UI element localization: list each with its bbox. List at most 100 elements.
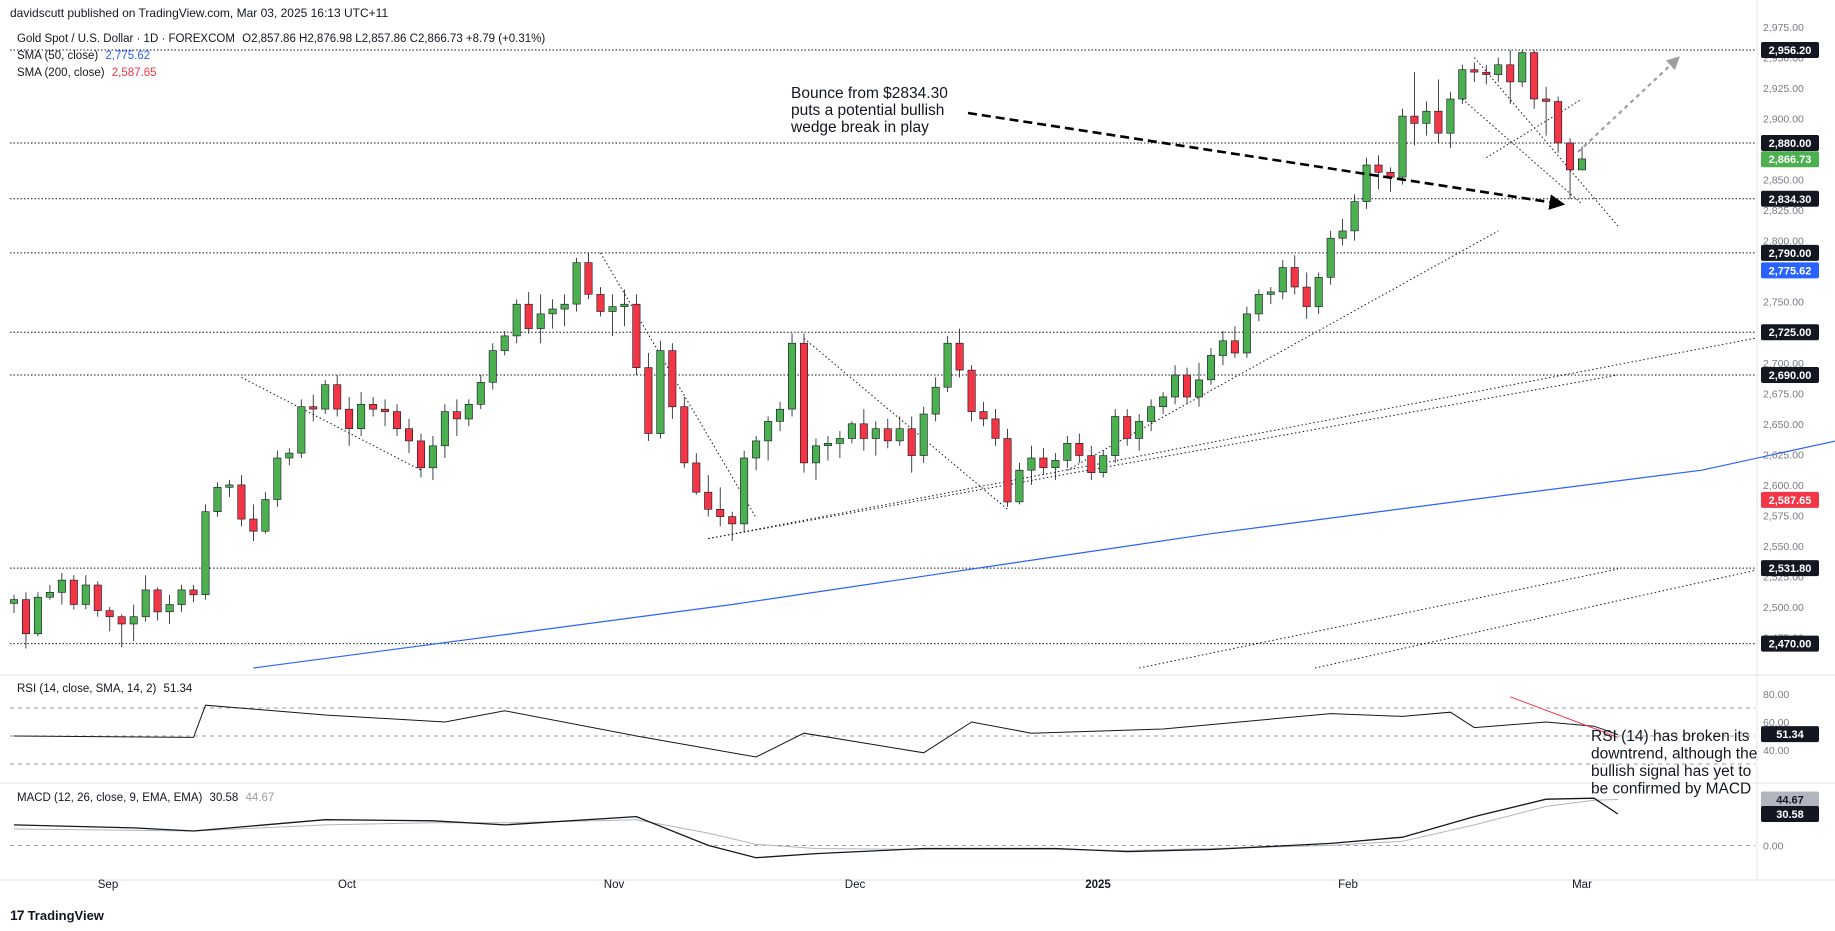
candle-up <box>752 440 761 459</box>
candle-down <box>1530 52 1539 100</box>
rsi-value-badge <box>1761 726 1819 743</box>
price-label-text: 2,725.00 <box>1769 327 1812 339</box>
tradingview-icon: 17 <box>10 907 25 923</box>
candle-up <box>1147 406 1156 422</box>
candle-up <box>1362 164 1371 202</box>
time-tick-label: Mar <box>1572 879 1592 891</box>
candle-up <box>1218 340 1227 356</box>
candle-up <box>225 484 234 488</box>
price-label-badge <box>1761 262 1819 279</box>
rsi-annotation-line: be confirmed by MACD <box>1591 781 1751 798</box>
candle-up <box>1015 469 1024 503</box>
macd-value: 30.58 <box>209 792 239 804</box>
trendline <box>1139 568 1619 669</box>
sma200-legend[interactable]: SMA (200, close) 2,587.65 <box>17 67 157 79</box>
candle-down <box>692 462 701 493</box>
price-label-text: 2,834.30 <box>1769 194 1812 206</box>
candle-down <box>632 303 641 369</box>
candle-up <box>608 306 617 312</box>
tradingview-logo[interactable]: 17 TradingView <box>10 907 104 923</box>
candle-down <box>991 418 1000 439</box>
candle-up <box>165 604 174 613</box>
candle-down <box>524 303 533 329</box>
candle-down <box>416 440 425 469</box>
candle-up <box>811 445 820 464</box>
time-tick-label: Feb <box>1338 879 1358 891</box>
price-tick-label: 2,800.00 <box>1763 236 1804 248</box>
candle-up <box>775 408 784 422</box>
price-label-text: 2,690.00 <box>1769 370 1812 382</box>
candle-up <box>440 411 449 447</box>
candle-up <box>847 423 856 439</box>
candle-up <box>129 616 138 625</box>
macd-value-badge-text: 30.58 <box>1776 809 1804 821</box>
trendline-support-lower <box>1314 569 1756 669</box>
macd-legend[interactable]: MACD (12, 26, close, 9, EMA, EMA) 30.58 … <box>17 792 274 804</box>
price-label-text: 2,587.65 <box>1769 495 1812 507</box>
price-tick-label: 2,650.00 <box>1763 419 1804 431</box>
price-label-badge <box>1761 41 1819 58</box>
candle-up <box>428 445 437 469</box>
candle-up <box>1446 98 1455 134</box>
candle-up <box>1135 421 1144 439</box>
rsi-legend[interactable]: RSI (14, close, SMA, 14, 2) 51.34 <box>17 683 192 695</box>
macd-signal-badge <box>1761 791 1819 808</box>
trendline-support-long <box>708 337 1756 540</box>
rsi-tick-label: 60.00 <box>1763 717 1789 729</box>
candle-up <box>1350 201 1359 232</box>
trendline <box>1462 98 1583 205</box>
price-label-text: 2,880.00 <box>1769 138 1812 150</box>
candle-up <box>141 589 150 618</box>
bounce-annotation-line: puts a potential bullish <box>791 102 944 119</box>
candle-up <box>1326 237 1335 278</box>
trendline <box>241 376 422 471</box>
price-label-badge <box>1761 324 1819 341</box>
candle-up <box>560 303 569 310</box>
candle-up <box>919 413 928 456</box>
candle-up <box>620 303 629 307</box>
candle-up <box>1099 455 1108 474</box>
trendline <box>1486 98 1583 159</box>
candle-down <box>859 423 868 439</box>
candle-down <box>93 584 102 611</box>
candle-down <box>1506 64 1515 83</box>
candle-up <box>177 589 186 605</box>
rsi-annotation-line: RSI (14) has broken its <box>1591 728 1750 745</box>
candle-down <box>704 491 713 510</box>
candle-up <box>57 579 66 593</box>
candle-up <box>1422 110 1431 124</box>
price-label-text: 2,470.00 <box>1769 639 1812 651</box>
price-tick-label: 2,700.00 <box>1763 358 1804 370</box>
candle-down <box>1230 340 1239 354</box>
candle-down <box>153 589 162 613</box>
trendline <box>600 252 757 519</box>
rsi-annotation-line: downtrend, although the <box>1591 746 1757 763</box>
macd-signal-value: 44.67 <box>245 792 275 804</box>
price-label-text: 2,775.62 <box>1769 265 1812 277</box>
candle-down <box>1410 115 1419 124</box>
rsi-tick-label: 80.00 <box>1763 689 1789 701</box>
projection-arrow <box>1577 56 1680 153</box>
price-label-text: 2,790.00 <box>1769 248 1812 260</box>
price-label-badge <box>1761 560 1819 577</box>
macd-line <box>13 797 1619 859</box>
candle-up <box>536 313 545 329</box>
candle-down <box>1039 457 1048 469</box>
rsi-downtrend-line <box>1510 696 1619 738</box>
price-tick-label: 2,750.00 <box>1763 297 1804 309</box>
candle-up <box>1338 230 1347 239</box>
rsi-line <box>13 704 1619 758</box>
candle-up <box>213 486 222 512</box>
candle-down <box>392 411 401 430</box>
candle-up <box>1111 416 1120 456</box>
price-tick-label: 2,550.00 <box>1763 541 1804 553</box>
trendline <box>803 337 1008 510</box>
trendline <box>1473 57 1619 227</box>
candle-down <box>955 342 964 371</box>
candle-down <box>1542 98 1551 102</box>
price-tick-label: 2,925.00 <box>1763 83 1804 95</box>
candle-down <box>644 367 653 434</box>
candle-down <box>380 408 389 412</box>
sma50-legend[interactable]: SMA (50, close) 2,775.62 <box>17 50 150 62</box>
candle-down <box>907 428 916 456</box>
